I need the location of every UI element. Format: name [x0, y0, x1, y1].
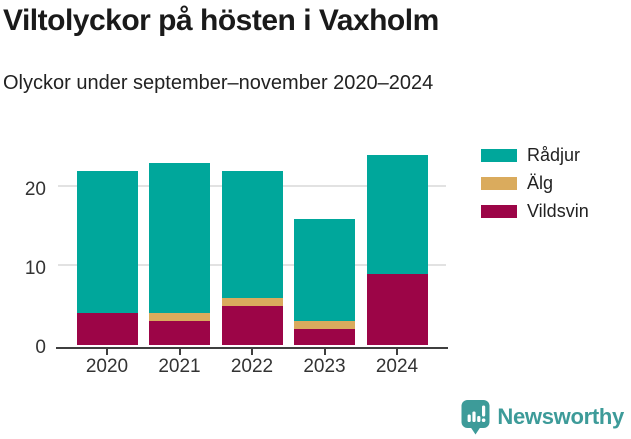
brand-footer[interactable]: Newsworthy: [461, 399, 624, 435]
x-axis-tick-label-2020: 2020: [85, 356, 129, 377]
y-axis-tick-label-0: 0: [35, 336, 46, 358]
newsworthy-logo-icon: [461, 399, 490, 435]
chart-title: Viltolyckor på hösten i Vaxholm: [3, 4, 439, 37]
y-axis-tick-label-20: 20: [24, 178, 46, 200]
x-axis-tick-label-2024: 2024: [375, 356, 419, 377]
bar-segment-rådjur-2024: [366, 155, 428, 274]
bar-segment-älg-2023: [294, 321, 355, 330]
x-axis-tick-2021: [178, 349, 181, 355]
legend-label: Älg: [527, 172, 554, 193]
legend-item-älg: Älg: [481, 172, 589, 193]
bar-segment-vildsvin-2024: [366, 273, 428, 345]
y-axis-tick-label-10: 10: [24, 257, 46, 279]
x-axis-tick-label-2023: 2023: [303, 356, 346, 377]
legend-swatch-rådjur: [481, 148, 517, 162]
brand-name: Newsworthy: [497, 404, 624, 429]
legend-swatch-älg: [481, 176, 517, 190]
bar-segment-rådjur-2022: [221, 171, 283, 298]
bar-segment-vildsvin-2022: [221, 305, 283, 345]
x-axis-tick-label-2022: 2022: [230, 356, 274, 377]
legend-item-rådjur: Rådjur: [481, 144, 589, 165]
x-axis-line: [56, 346, 448, 349]
legend-item-vildsvin: Vildsvin: [481, 200, 589, 221]
legend-label: Rådjur: [527, 144, 581, 165]
plot-area: [58, 140, 446, 348]
legend: Rådjur Älg Vildsvin: [481, 144, 589, 230]
x-axis-tick-label-2021: 2021: [158, 356, 201, 377]
bar-segment-älg-2021: [149, 313, 210, 322]
legend-label: Vildsvin: [527, 200, 589, 221]
bar-segment-vildsvin-2023: [294, 329, 355, 345]
x-axis-tick-2022: [251, 349, 253, 355]
bar-2024: [366, 155, 428, 345]
bar-segment-vildsvin-2021: [149, 321, 210, 345]
chart-subtitle: Olyckor under september–november 2020–20…: [3, 72, 434, 94]
bar-2022: [221, 171, 283, 345]
bar-segment-vildsvin-2020: [76, 313, 138, 345]
legend-swatch-vildsvin: [481, 204, 517, 218]
bar-2021: [149, 163, 210, 345]
bar-segment-rådjur-2021: [149, 163, 210, 314]
bar-2020: [76, 171, 138, 345]
bar-segment-rådjur-2023: [294, 218, 355, 322]
x-axis-tick-2020: [106, 349, 108, 355]
bar-segment-rådjur-2020: [76, 171, 138, 314]
x-axis-tick-2024: [396, 349, 398, 355]
x-axis-tick-2023: [323, 349, 326, 355]
bar-segment-älg-2022: [221, 297, 283, 306]
bar-2023: [294, 218, 355, 345]
